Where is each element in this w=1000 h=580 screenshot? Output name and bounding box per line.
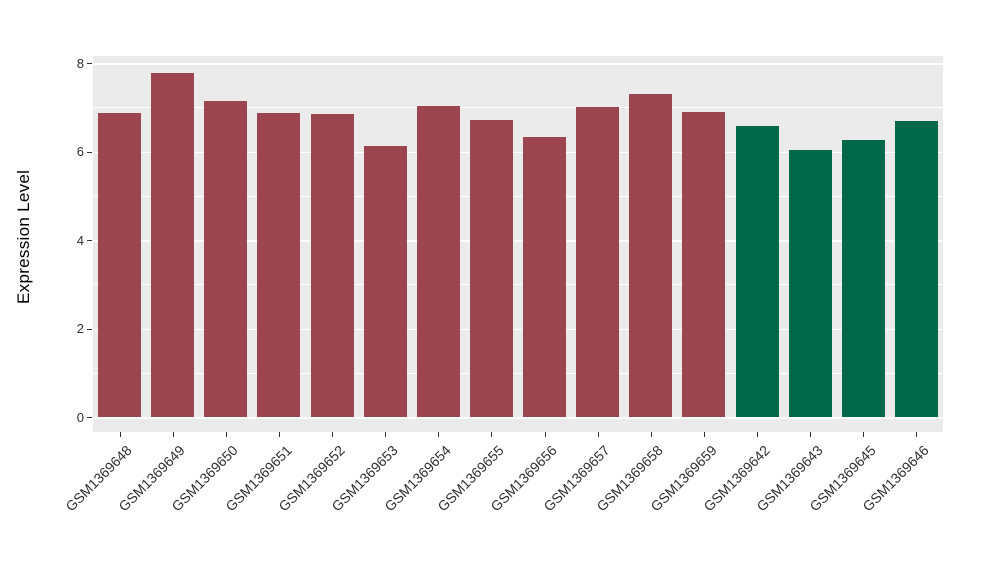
x-tick-mark: [703, 432, 705, 437]
bar-GSM1369648: [98, 113, 142, 417]
y-tick-mark: [87, 328, 92, 330]
x-tick-mark: [438, 432, 440, 437]
x-tick-mark: [916, 432, 918, 437]
y-tick-mark: [87, 240, 92, 241]
x-tick-mark: [278, 432, 280, 437]
y-tick-label: 0: [76, 409, 84, 425]
y-tick-label: 2: [76, 321, 84, 336]
bar-GSM1369650: [204, 101, 248, 417]
bar-GSM1369651: [257, 112, 301, 417]
y-tick-label: 6: [76, 144, 84, 159]
y-tick-label: 8: [76, 55, 84, 71]
gridline-major: [93, 240, 943, 242]
y-tick-mark: [87, 151, 92, 153]
bar-GSM1369659: [682, 111, 726, 417]
bar-GSM1369646: [894, 121, 938, 417]
x-tick-mark: [119, 432, 121, 437]
bar-GSM1369658: [629, 93, 673, 417]
gridline-minor: [93, 107, 943, 109]
gridline-minor: [93, 195, 943, 197]
bar-GSM1369652: [310, 114, 354, 417]
y-tick-label: 4: [76, 232, 84, 248]
x-tick-mark: [650, 432, 652, 437]
x-tick-mark: [385, 432, 387, 437]
x-tick-mark: [597, 432, 599, 437]
y-axis-title: Expression Level: [14, 169, 33, 304]
gridline-major: [93, 151, 943, 153]
x-tick-mark: [332, 432, 334, 437]
x-tick-mark: [225, 432, 227, 437]
gridline-minor: [93, 284, 943, 286]
x-tick-mark: [544, 432, 546, 437]
y-tick-mark: [87, 63, 92, 64]
x-tick-mark: [863, 432, 865, 437]
bar-GSM1369643: [788, 149, 832, 417]
y-tick-mark: [87, 417, 92, 418]
bar-GSM1369655: [469, 119, 513, 417]
x-tick-mark: [172, 432, 174, 437]
gridline-major: [93, 328, 943, 330]
gridline-minor: [93, 372, 943, 374]
x-tick-mark: [491, 432, 493, 437]
gridline-major: [93, 417, 943, 419]
bar-GSM1369649: [151, 72, 195, 417]
x-tick-mark: [757, 432, 759, 437]
x-tick-mark: [810, 432, 812, 437]
bar-GSM1369653: [363, 145, 407, 417]
bar-GSM1369657: [576, 107, 620, 417]
bar-GSM1369656: [523, 136, 567, 417]
plot-panel: [93, 56, 943, 432]
bar-GSM1369645: [841, 140, 885, 417]
gridline-major: [93, 63, 943, 65]
bar-GSM1369654: [416, 106, 460, 417]
bar-GSM1369642: [735, 125, 779, 417]
